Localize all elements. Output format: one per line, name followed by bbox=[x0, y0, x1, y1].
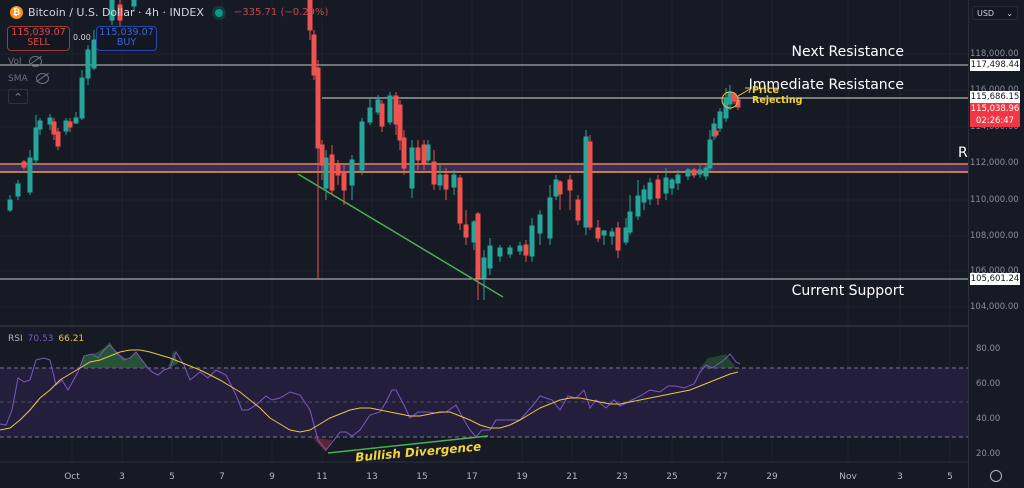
support-tag: 105,601.24 bbox=[970, 273, 1020, 285]
price-label: 112,000.00 bbox=[970, 158, 1019, 168]
resistance-zone-label: Re bbox=[958, 145, 968, 161]
price-rejecting-label: Price Rejecting bbox=[752, 85, 803, 106]
immediate-resistance-tag: 115,686.15 bbox=[970, 91, 1020, 103]
bar-countdown: 02:26:47 bbox=[975, 116, 1015, 126]
time-label: 13 bbox=[366, 472, 378, 482]
buy-label: BUY bbox=[116, 37, 137, 48]
time-label: 15 bbox=[416, 472, 428, 482]
price-axis[interactable] bbox=[968, 0, 1024, 488]
sell-price: 115,039.07 bbox=[11, 27, 66, 38]
price-label: 106,000.00 bbox=[970, 266, 1019, 276]
indicator-vol[interactable]: Vol bbox=[8, 56, 43, 67]
time-label: 7 bbox=[219, 472, 225, 482]
eye-hidden-icon[interactable] bbox=[29, 56, 43, 67]
time-label: 21 bbox=[566, 472, 578, 482]
time-label: 23 bbox=[616, 472, 628, 482]
price-label: 104,000.00 bbox=[970, 302, 1019, 312]
buy-price: 115,039.07 bbox=[99, 27, 154, 38]
currency-select[interactable]: USD ⌄ bbox=[972, 6, 1018, 20]
time-label: 3 bbox=[897, 472, 903, 482]
time-label: 3 bbox=[119, 472, 125, 482]
immediate-resistance-label: Immediate Resistance bbox=[748, 77, 904, 93]
time-label: 29 bbox=[766, 472, 778, 482]
current-price: 115,038.96 bbox=[970, 104, 1020, 114]
indicator-sma-label: SMA bbox=[8, 73, 28, 84]
time-label: 5 bbox=[947, 472, 953, 482]
symbol-legend[interactable]: ₿ Bitcoin / U.S. Dollar · 4h · INDEX −33… bbox=[10, 6, 328, 19]
time-label: 11 bbox=[316, 472, 328, 482]
time-label: Oct bbox=[64, 472, 80, 482]
indicator-sma[interactable]: SMA bbox=[8, 73, 49, 84]
sell-label: SELL bbox=[27, 37, 50, 48]
buy-button[interactable]: 115,039.07 BUY bbox=[96, 26, 157, 51]
time-label: 9 bbox=[269, 472, 275, 482]
time-label: Nov bbox=[839, 472, 857, 482]
symbol-title[interactable]: Bitcoin / U.S. Dollar · 4h · INDEX bbox=[28, 6, 204, 19]
time-label: 5 bbox=[169, 472, 175, 482]
current-support-label: Current Support bbox=[791, 283, 904, 299]
spread-value: 0.00 bbox=[73, 33, 91, 42]
settings-gear-icon[interactable] bbox=[990, 470, 1002, 482]
time-label: 27 bbox=[716, 472, 728, 482]
rsi-value: 70.53 bbox=[27, 334, 54, 344]
next-resistance-tag: 117,498.44 bbox=[970, 59, 1020, 71]
sell-button[interactable]: 115,039.07 SELL bbox=[7, 26, 70, 51]
rsi-label: RSI bbox=[8, 334, 23, 344]
chevron-down-icon: ⌄ bbox=[1006, 9, 1013, 18]
price-label: 108,000.00 bbox=[970, 231, 1019, 241]
chart-pane[interactable]: ₿ Bitcoin / U.S. Dollar · 4h · INDEX −33… bbox=[0, 0, 968, 488]
current-price-tag: 115,038.96 02:26:47 bbox=[970, 103, 1020, 127]
rsi-axis-label: 40.00 bbox=[976, 414, 1001, 424]
rsi-axis-label: 80.00 bbox=[976, 344, 1001, 354]
rsi-axis-label: 20.00 bbox=[976, 449, 1001, 459]
chevron-up-icon: ^ bbox=[14, 92, 22, 101]
next-resistance-label: Next Resistance bbox=[791, 44, 904, 60]
currency-value: USD bbox=[977, 9, 995, 18]
rsi-ma-value: 66.21 bbox=[58, 334, 85, 344]
time-label: 17 bbox=[466, 472, 478, 482]
price-label: 114,000.00 bbox=[970, 122, 1019, 132]
time-label: 19 bbox=[516, 472, 528, 482]
rsi-legend[interactable]: RSI 70.53 66.21 bbox=[8, 334, 84, 344]
time-label: 25 bbox=[666, 472, 678, 482]
chart-canvas[interactable] bbox=[0, 0, 968, 488]
price-change: −335.71 (−0.29%) bbox=[233, 7, 329, 18]
eye-hidden-icon[interactable] bbox=[35, 73, 49, 84]
collapse-legend-button[interactable]: ^ bbox=[8, 89, 28, 104]
price-label: 110,000.00 bbox=[970, 195, 1019, 205]
price-label: 116,000.00 bbox=[970, 85, 1019, 95]
bitcoin-icon: ₿ bbox=[10, 6, 23, 19]
market-open-icon bbox=[214, 8, 223, 17]
price-label: 118,000.00 bbox=[970, 49, 1019, 59]
indicator-vol-label: Vol bbox=[8, 56, 22, 67]
rsi-axis-label: 60.00 bbox=[976, 379, 1001, 389]
